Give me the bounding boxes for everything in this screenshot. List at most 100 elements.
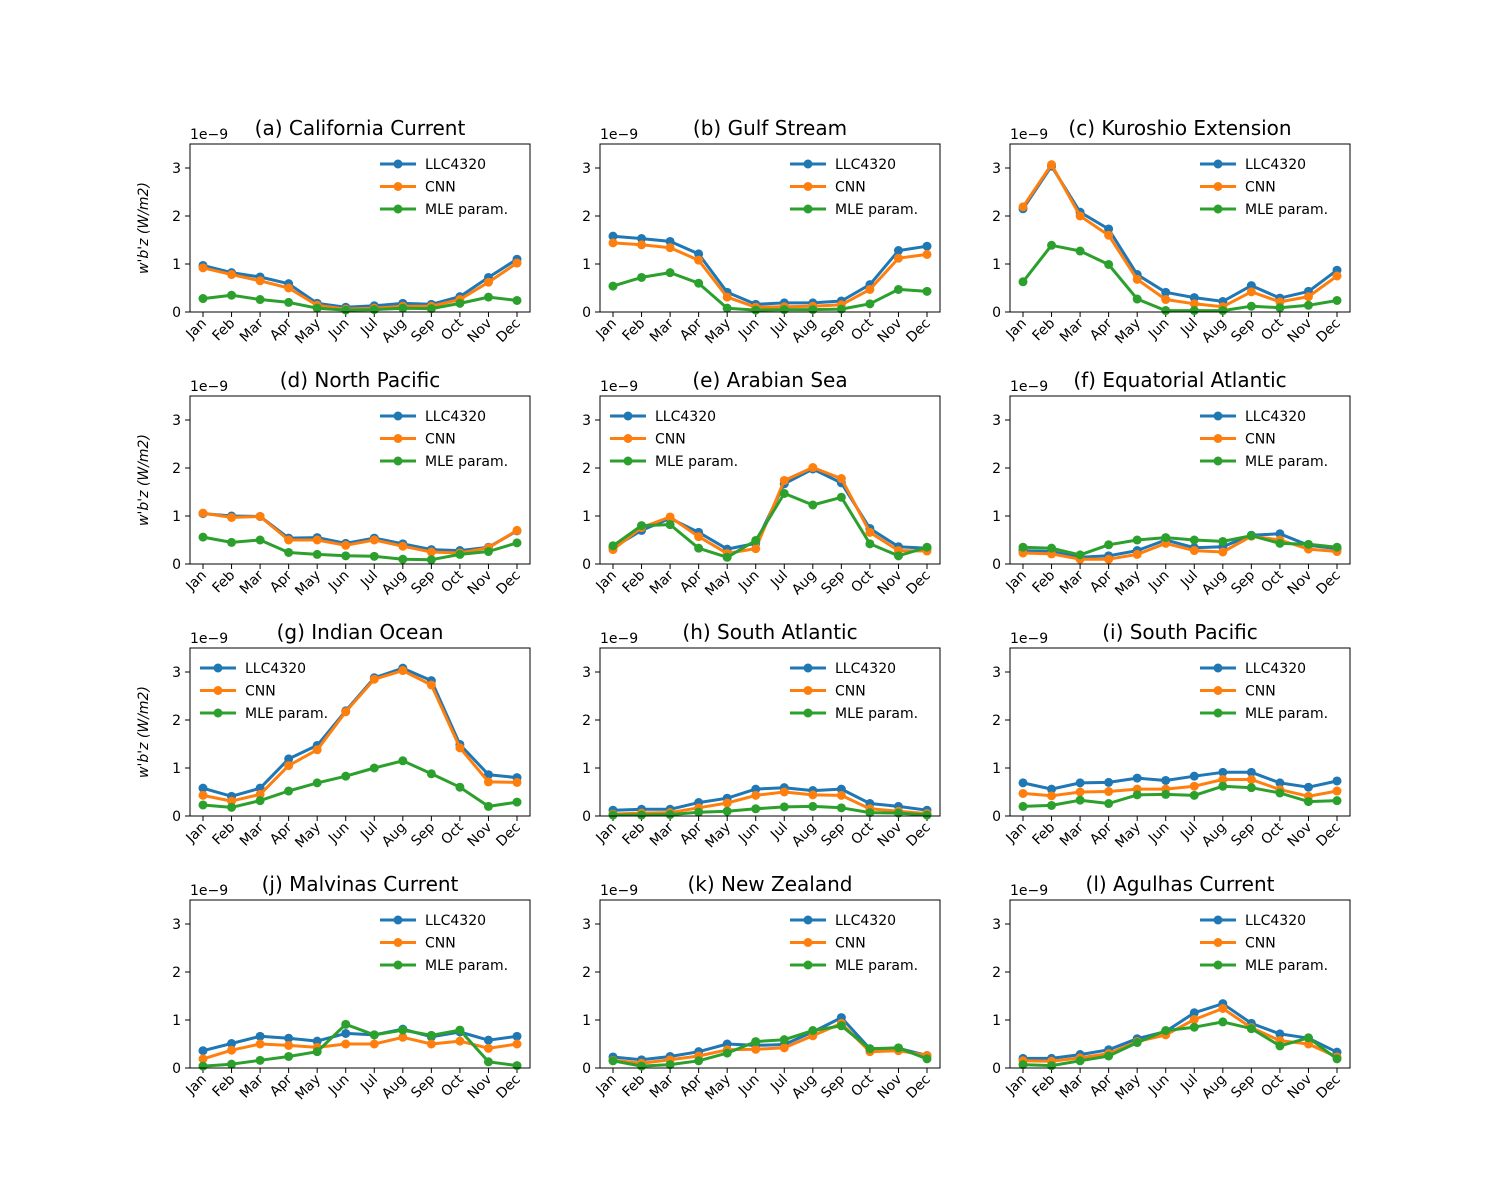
data-point-llc bbox=[1018, 778, 1028, 788]
x-tick-label: Jan bbox=[593, 316, 620, 343]
data-point-cnn bbox=[483, 277, 493, 287]
legend-marker bbox=[803, 182, 813, 191]
data-point-llc bbox=[694, 249, 704, 259]
data-point-cnn bbox=[1189, 546, 1199, 556]
legend-entry: CNN bbox=[655, 432, 686, 448]
x-tick-label: Nov bbox=[875, 568, 906, 599]
legend-marker bbox=[1213, 708, 1223, 718]
x-tick-label: Dec bbox=[493, 1072, 523, 1102]
data-point-mle bbox=[398, 1025, 408, 1035]
data-point-cnn bbox=[1332, 271, 1342, 281]
data-point-llc bbox=[1246, 281, 1256, 291]
data-point-mle bbox=[369, 763, 379, 773]
subplot-title: (a) California Current bbox=[255, 116, 466, 140]
x-tick-label: Oct bbox=[1258, 1071, 1287, 1100]
legend-marker bbox=[1213, 960, 1223, 970]
x-tick-label: Apr bbox=[1087, 819, 1116, 848]
data-point-mle bbox=[1018, 277, 1028, 287]
x-tick-label: Jan bbox=[593, 820, 620, 847]
data-point-llc bbox=[637, 234, 647, 244]
data-point-mle bbox=[893, 551, 903, 561]
x-tick-label: May bbox=[702, 568, 734, 600]
x-tick-label: Oct bbox=[1258, 567, 1287, 596]
y-exponent-label: 1e−9 bbox=[600, 379, 638, 395]
data-point-cnn bbox=[426, 680, 436, 690]
legend-marker bbox=[393, 159, 403, 169]
legend-marker bbox=[393, 915, 403, 925]
data-point-cnn bbox=[922, 249, 932, 259]
data-point-cnn bbox=[341, 1039, 351, 1049]
y-tick-label: 2 bbox=[992, 965, 1001, 981]
data-point-llc bbox=[227, 1039, 237, 1049]
legend-entry: MLE param. bbox=[1245, 706, 1328, 722]
x-tick-label: Jun bbox=[735, 316, 762, 343]
data-point-mle bbox=[922, 810, 932, 820]
data-point-cnn bbox=[836, 790, 846, 800]
x-tick-label: Feb bbox=[1030, 567, 1059, 596]
x-tick-label: Sep bbox=[408, 1071, 438, 1101]
data-point-mle bbox=[255, 796, 265, 806]
x-tick-label: Jan bbox=[183, 820, 210, 847]
data-point-cnn bbox=[751, 790, 761, 800]
data-point-cnn bbox=[1104, 787, 1114, 797]
data-point-mle bbox=[426, 555, 436, 565]
legend-marker bbox=[623, 456, 633, 466]
data-point-cnn bbox=[227, 512, 237, 522]
data-point-mle bbox=[512, 797, 522, 807]
series-line-cnn bbox=[612, 790, 928, 816]
data-point-mle bbox=[227, 1059, 237, 1069]
data-point-mle bbox=[779, 1035, 789, 1045]
data-point-cnn bbox=[312, 745, 322, 755]
x-tick-label: May bbox=[292, 1072, 324, 1104]
data-point-mle bbox=[808, 500, 818, 510]
data-point-mle bbox=[1018, 542, 1028, 552]
data-point-cnn bbox=[284, 1040, 294, 1050]
data-point-cnn bbox=[608, 238, 618, 248]
data-point-mle bbox=[512, 295, 522, 305]
data-point-mle bbox=[312, 1047, 322, 1057]
data-point-mle bbox=[312, 303, 322, 313]
y-tick-label: 0 bbox=[992, 305, 1001, 321]
data-point-mle bbox=[1075, 246, 1085, 256]
x-tick-label: Aug bbox=[379, 820, 410, 851]
legend-entry: MLE param. bbox=[835, 706, 918, 722]
x-tick-label: Sep bbox=[818, 1071, 848, 1101]
data-point-cnn bbox=[779, 475, 789, 485]
subplot-title: (j) Malvinas Current bbox=[262, 872, 459, 896]
legend-entry: LLC4320 bbox=[1245, 157, 1306, 173]
legend-marker bbox=[1213, 182, 1223, 191]
y-exponent-label: 1e−9 bbox=[1010, 631, 1048, 647]
x-tick-label: Aug bbox=[789, 568, 820, 599]
y-tick-label: 1 bbox=[172, 761, 181, 777]
data-point-llc bbox=[608, 231, 618, 241]
data-point-mle bbox=[1047, 240, 1057, 250]
y-exponent-label: 1e−9 bbox=[190, 631, 228, 647]
data-point-llc bbox=[255, 1031, 265, 1041]
legend-entry: LLC4320 bbox=[425, 913, 486, 929]
data-point-cnn bbox=[1332, 786, 1342, 796]
data-point-cnn bbox=[255, 511, 265, 521]
x-tick-label: Mar bbox=[237, 1071, 267, 1101]
data-point-mle bbox=[893, 1043, 903, 1053]
data-point-cnn bbox=[198, 1054, 208, 1064]
y-tick-label: 1 bbox=[992, 257, 1001, 273]
y-tick-label: 2 bbox=[172, 461, 181, 477]
data-point-mle bbox=[751, 305, 761, 315]
data-point-mle bbox=[1047, 1061, 1057, 1071]
data-point-cnn bbox=[455, 743, 465, 753]
data-point-llc bbox=[512, 1031, 522, 1041]
subplot-title: (d) North Pacific bbox=[280, 368, 441, 392]
legend-entry: LLC4320 bbox=[1245, 913, 1306, 929]
x-tick-label: Dec bbox=[1313, 1072, 1343, 1102]
legend-marker bbox=[1213, 663, 1223, 673]
data-point-mle bbox=[426, 1030, 436, 1040]
legend-marker bbox=[623, 411, 633, 421]
axes-frame bbox=[189, 647, 531, 817]
x-tick-label: Nov bbox=[1285, 568, 1316, 599]
data-point-mle bbox=[694, 1056, 704, 1066]
data-point-cnn bbox=[198, 790, 208, 800]
y-tick-label: 3 bbox=[172, 413, 181, 429]
x-tick-label: Jun bbox=[1145, 820, 1172, 847]
x-tick-label: Feb bbox=[210, 567, 239, 596]
